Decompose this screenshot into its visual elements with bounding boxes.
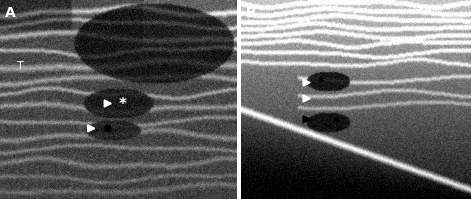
Polygon shape [88,125,95,132]
Text: *: * [118,97,126,112]
Text: B: B [246,6,256,20]
Circle shape [104,124,112,132]
Text: *: * [333,116,341,131]
Text: *: * [317,76,325,91]
Text: T: T [17,61,24,71]
Polygon shape [104,100,111,107]
Polygon shape [303,95,310,102]
Text: A: A [5,6,16,20]
Polygon shape [303,116,310,123]
Polygon shape [303,79,310,86]
